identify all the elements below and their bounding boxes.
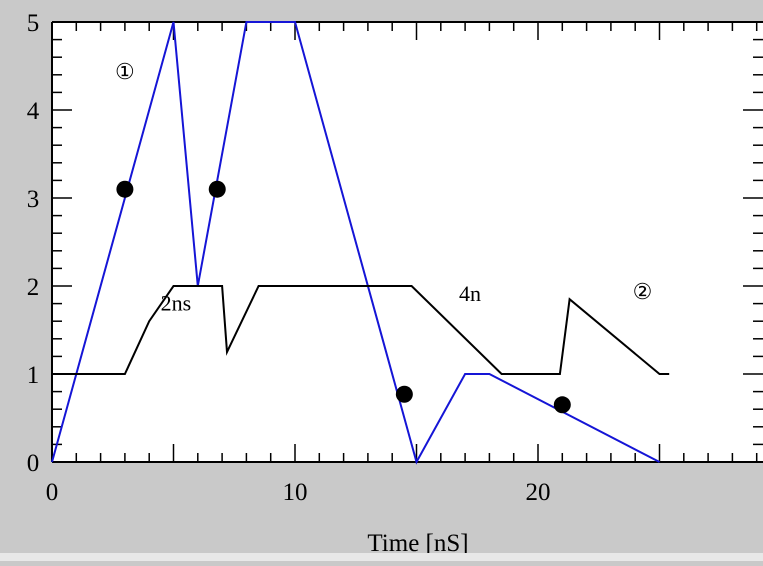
series-line-2	[52, 285, 670, 375]
data-marker	[553, 396, 571, 414]
x-axis-label: Time [nS]	[367, 530, 468, 557]
y-tick-label: 3	[27, 186, 40, 213]
data-marker	[395, 385, 413, 403]
y-tick-label: 1	[27, 362, 40, 389]
annotation-label: 4n	[459, 281, 481, 306]
annotation-label: ②	[633, 279, 653, 304]
y-tick-label: 2	[27, 274, 40, 301]
y-tick-label: 4	[27, 98, 40, 125]
annotations-group: ① 2ns 4n ②	[115, 59, 652, 315]
data-marker	[208, 180, 226, 198]
x-tick-label: 20	[526, 479, 551, 506]
axes: 0 10 20 0 1 2 3 4 5	[27, 10, 763, 506]
y-tick-label: 0	[27, 450, 40, 477]
markers-group	[116, 180, 571, 414]
annotation-label: ①	[115, 59, 135, 84]
window-bottom-strip	[0, 553, 763, 561]
x-tick-label: 0	[46, 479, 59, 506]
data-marker	[116, 180, 134, 198]
annotation-label: 2ns	[161, 291, 192, 316]
y-tick-label: 5	[27, 10, 40, 37]
x-tick-label: 10	[283, 479, 308, 506]
series-line-1	[51, 21, 660, 465]
series-group	[51, 21, 670, 465]
